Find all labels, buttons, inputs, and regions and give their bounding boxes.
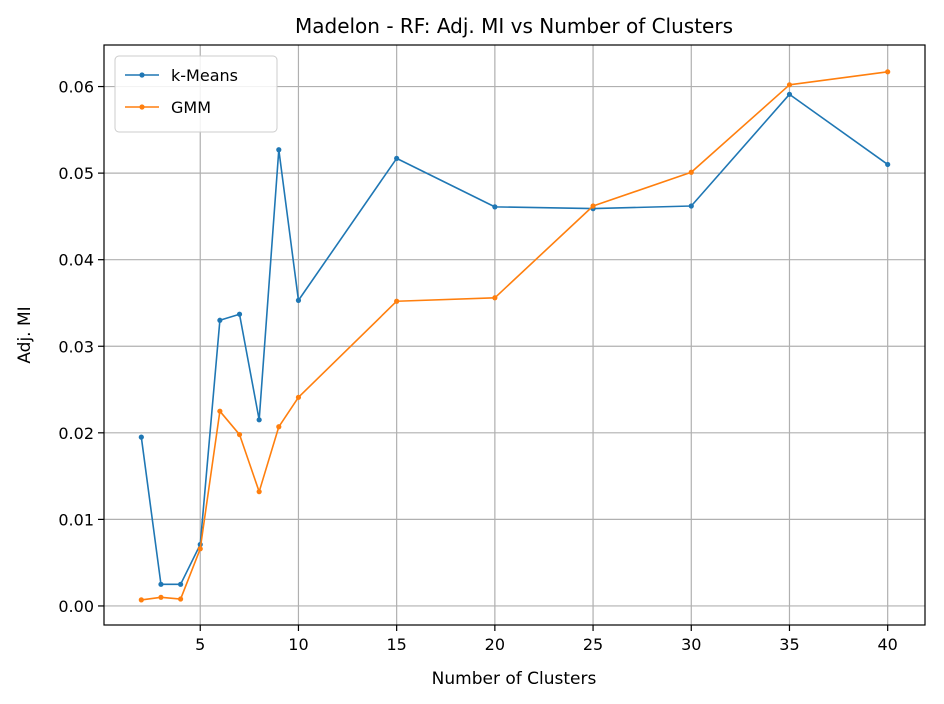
y-axis-label: Adj. MI (15, 306, 35, 363)
data-point-gmm (885, 69, 891, 75)
x-tick-label: 5 (195, 635, 205, 654)
data-point-gmm (492, 295, 498, 301)
data-point-gmm (236, 431, 243, 438)
x-axis-label: Number of Clusters (432, 669, 597, 689)
legend: k-Means GMM (114, 55, 278, 133)
y-tick-label: 0.00 (58, 597, 94, 616)
plot-frame (103, 44, 926, 626)
series-gmm (138, 69, 891, 603)
legend-item: k-Means (125, 66, 238, 85)
chart-title: Madelon - RF: Adj. MI vs Number of Clust… (295, 14, 733, 38)
data-point-gmm (394, 298, 400, 304)
data-point-k-means (217, 317, 223, 323)
x-tick-label: 30 (681, 635, 701, 654)
data-point-gmm (295, 394, 302, 400)
y-tick-label: 0.01 (58, 510, 94, 529)
x-tick-label: 20 (485, 635, 505, 654)
data-point-k-means (276, 147, 282, 153)
y-tick-label: 0.02 (58, 424, 94, 443)
data-point-k-means (688, 203, 694, 209)
data-point-k-means (178, 581, 184, 587)
data-point-gmm (138, 597, 144, 603)
series-layer (138, 69, 891, 603)
data-point-gmm (276, 424, 282, 430)
data-point-k-means (138, 434, 144, 440)
y-tick-label: 0.03 (58, 337, 94, 356)
data-point-k-means (492, 204, 498, 210)
x-tick-label: 10 (288, 635, 308, 654)
legend-label: k-Means (171, 66, 238, 85)
data-point-k-means (394, 155, 400, 162)
axis-ticks: 5 10 15 20 25 30 35 40 0.00 0.01 0.02 0.03 0.04 0.05 0… (58, 78, 897, 654)
series-k-means (138, 91, 891, 587)
series-line-k-means (140, 93, 889, 586)
data-point-k-means (236, 311, 243, 317)
data-point-k-means (158, 581, 164, 587)
legend-swatch-marker (139, 104, 145, 110)
y-tick-label: 0.04 (58, 251, 94, 270)
data-point-gmm (688, 169, 694, 175)
data-point-k-means (885, 161, 891, 168)
x-tick-label: 40 (878, 635, 898, 654)
data-point-k-means (295, 297, 302, 303)
data-point-k-means (786, 91, 793, 97)
data-point-gmm (158, 594, 164, 600)
legend-swatch-marker (139, 72, 145, 78)
data-point-gmm (217, 408, 223, 414)
data-point-gmm (197, 546, 203, 552)
y-tick-label: 0.06 (58, 78, 94, 97)
x-tick-label: 35 (779, 635, 799, 654)
series-line-gmm (141, 71, 888, 601)
legend-label: GMM (171, 98, 211, 117)
data-point-k-means (256, 417, 262, 423)
data-point-gmm (786, 82, 793, 88)
legend-item: GMM (125, 98, 211, 117)
data-point-gmm (178, 596, 184, 602)
x-tick-label: 15 (386, 635, 406, 654)
x-tick-label: 25 (583, 635, 603, 654)
data-point-gmm (590, 203, 596, 209)
y-tick-label: 0.05 (58, 164, 94, 183)
data-point-gmm (256, 489, 262, 495)
